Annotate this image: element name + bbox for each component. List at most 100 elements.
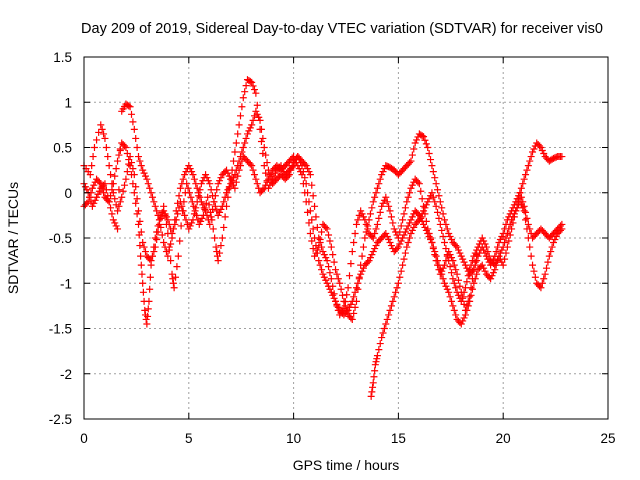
data-point [408,151,416,159]
data-point [168,234,176,242]
data-point [420,207,428,215]
data-point [257,125,265,133]
data-point [466,266,474,274]
data-point [312,213,320,221]
data-point [352,297,360,305]
data-point [209,205,217,213]
data-point [348,315,356,323]
data-point [250,171,258,179]
data-point [162,213,170,221]
grid-lines [84,57,608,419]
data-point [248,162,256,170]
data-point [414,217,422,225]
data-point [203,211,211,219]
data-point [403,198,411,206]
data-point [134,207,142,215]
data-point [456,249,464,257]
data-point [424,144,432,151]
data-point [386,239,394,247]
data-point [385,236,393,244]
data-point [315,257,323,265]
data-point [209,225,217,233]
data-point [519,204,527,212]
data-point [358,267,366,275]
data-point [161,210,169,218]
data-point [531,273,539,281]
data-point [95,128,103,136]
data-point [501,255,509,263]
data-point [119,187,127,195]
data-point [407,184,415,192]
data-point [115,186,123,194]
data-point [248,121,256,129]
data-point [252,175,260,183]
data-point [128,110,136,118]
x-tick-labels: 0 5 10 15 20 25 [80,431,615,446]
data-point [526,225,534,233]
data-point [366,254,374,262]
data-point [538,279,546,287]
data-point [287,166,295,174]
data-point [347,314,355,322]
data-point [122,144,130,151]
data-point [467,261,475,269]
data-point [376,175,384,183]
data-point [417,213,425,221]
data-point [141,248,149,256]
data-point [379,199,387,207]
data-point [136,217,144,225]
data-point [488,258,496,266]
data-point [101,134,109,142]
x-tick-label: 25 [600,431,615,446]
data-point [243,130,251,138]
data-point [480,264,488,272]
data-point [114,207,122,215]
data-point [185,162,193,170]
data-point [319,248,327,256]
data-point [188,219,196,227]
data-point [359,213,367,221]
data-point [447,297,455,305]
data-point [392,288,400,296]
data-point [450,261,458,269]
data-point [543,264,551,272]
data-point [468,285,476,293]
data-point [112,165,120,173]
data-point [108,210,116,218]
data-point [454,276,462,284]
x-tick-label: 5 [185,431,193,446]
data-point [350,309,358,317]
data-point [502,234,510,242]
data-point [473,246,481,254]
y-tick-labels: -2.5 -2 -1.5 -1 -0.5 0 0.5 1 1.5 [49,50,72,427]
data-point [380,325,388,332]
data-point [311,202,319,210]
data-point [371,229,379,237]
data-point [294,162,302,170]
data-point [306,171,314,179]
data-point [375,180,383,188]
data-point [187,193,195,201]
data-point [425,232,433,240]
data-point [491,266,499,274]
data-point [389,219,397,227]
data-point [355,273,363,281]
data-point [329,291,337,299]
data-point [420,220,428,228]
data-point [323,225,331,233]
data-point [145,297,153,305]
data-point [431,198,439,206]
data-point [97,121,105,129]
data-point [263,159,271,167]
data-point [427,236,435,244]
data-point [498,232,506,240]
data-point [211,192,219,200]
data-point [425,150,433,158]
data-point [489,269,497,277]
data-point [147,261,155,269]
data-point [105,162,113,170]
data-point [133,144,141,151]
data-point [354,216,362,224]
data-point [304,165,312,173]
data-point [147,189,155,197]
